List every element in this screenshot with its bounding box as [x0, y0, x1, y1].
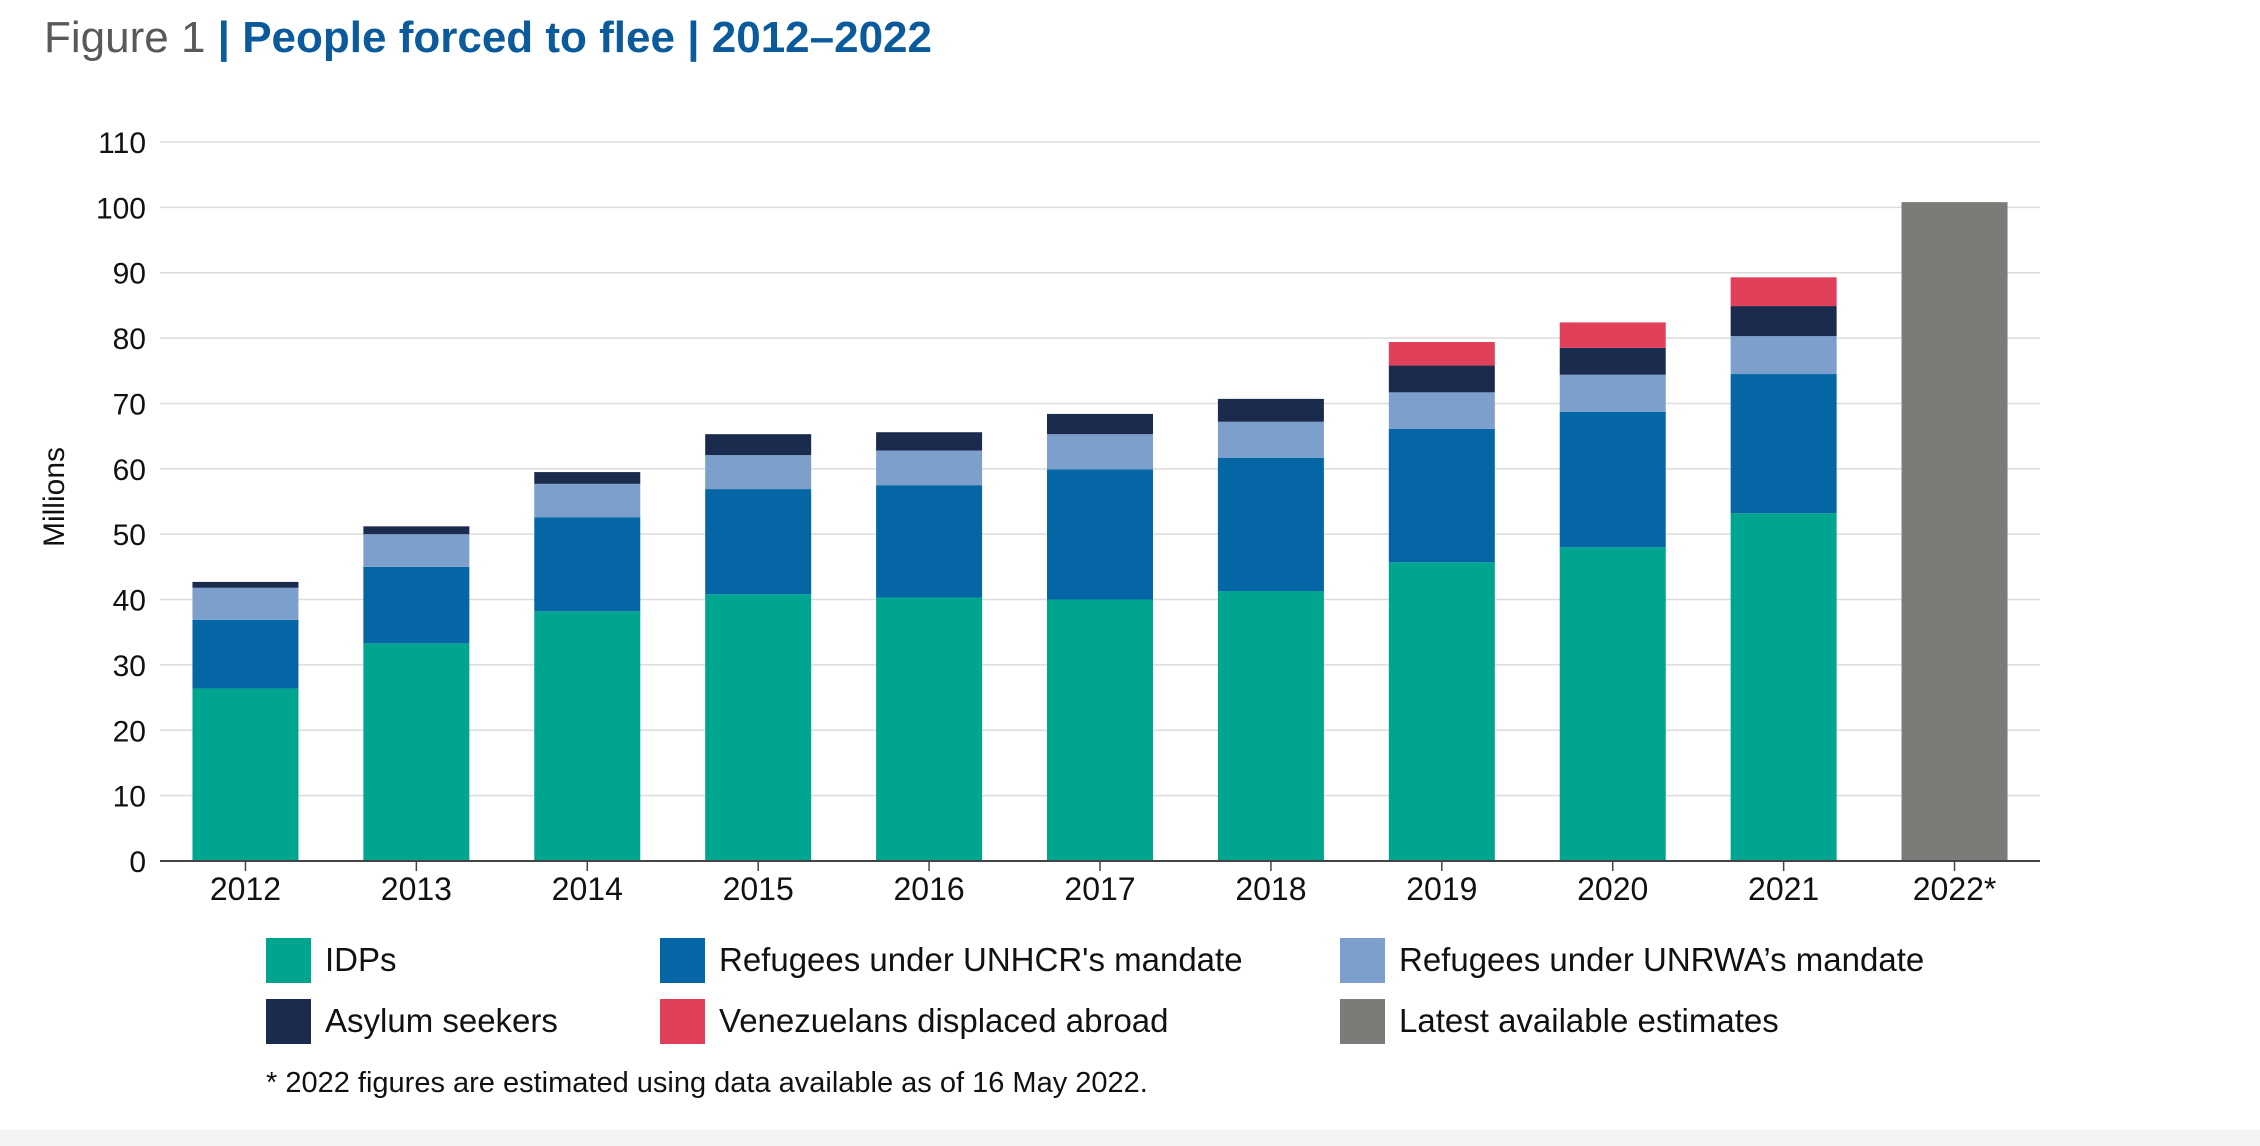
y-tick-label: 80 [113, 323, 146, 356]
x-tick-label: 2020 [1577, 871, 1648, 907]
bar-segment [1901, 202, 2008, 862]
title-separator-2: | [687, 13, 700, 62]
footnote: * 2022 figures are estimated using data … [266, 1067, 1148, 1099]
y-axis-label: Millions [38, 447, 71, 547]
x-tick-label: 2019 [1406, 871, 1477, 907]
bar-segment [705, 594, 812, 861]
y-tick-label: 70 [113, 388, 146, 421]
bar-segment [876, 432, 983, 451]
bar-segment [534, 517, 641, 612]
legend-swatch [660, 937, 705, 983]
bar-segment [1559, 322, 1666, 348]
bar-segment [1217, 421, 1324, 458]
bar-segment [1388, 428, 1495, 563]
bar-segment [1559, 547, 1666, 861]
bar-segment [1559, 374, 1666, 412]
x-tick-label: 2022* [1913, 871, 1997, 907]
title-main: People forced to flee [242, 13, 675, 62]
y-tick-label: 20 [113, 715, 146, 748]
legend-swatch [266, 998, 311, 1044]
bar-segment [1047, 469, 1153, 600]
bar-segment [876, 485, 983, 598]
y-tick-label: 60 [113, 454, 146, 487]
bar-segment [1388, 392, 1495, 429]
legend-swatch [1340, 998, 1385, 1044]
figure-number: Figure 1 [44, 13, 206, 62]
bar-segment [876, 597, 983, 861]
legend-item-refugees-unrwa: Refugees under UNRWA’s mandate [1340, 935, 1924, 985]
chart-title: Figure 1 | People forced to flee | 2012–… [44, 8, 932, 68]
bar-segment [192, 688, 299, 861]
y-axis-ticks: 0 10 20 30 40 50 60 70 80 90 100 110 [96, 127, 146, 879]
y-tick-label: 100 [96, 192, 146, 225]
bar-segment [363, 566, 470, 644]
bar-segment [1217, 591, 1324, 861]
bar-segment [534, 472, 641, 484]
legend-label: Venezuelans displaced abroad [719, 1002, 1169, 1039]
bar-segment [1388, 342, 1495, 366]
bar-segment [705, 455, 812, 490]
bar-segment [876, 450, 983, 486]
x-tick-label: 2014 [552, 871, 623, 907]
bar-segment [1217, 457, 1324, 592]
legend-label: Refugees under UNHCR's mandate [719, 941, 1243, 978]
title-separator: | [217, 13, 230, 62]
legend-swatch [266, 937, 311, 983]
bar-segment [1559, 411, 1666, 548]
legend-label: Refugees under UNRWA’s mandate [1399, 941, 1925, 978]
title-years: 2012–2022 [711, 13, 932, 62]
legend-swatch [660, 998, 705, 1044]
bar-segment [1047, 413, 1153, 435]
x-tick-label: 2021 [1748, 871, 1819, 907]
y-tick-label: 90 [113, 258, 146, 291]
bar-segment [1388, 562, 1495, 861]
y-tick-label: 40 [113, 585, 146, 618]
y-tick-label: 30 [113, 650, 146, 683]
legend-label: Asylum seekers [325, 1002, 558, 1039]
bar-segment [192, 619, 299, 689]
bar-segment [192, 581, 299, 588]
bar-segment [1730, 336, 1837, 375]
legend-label: IDPs [325, 941, 397, 978]
y-tick-label: 110 [98, 127, 146, 160]
bar-segment [1730, 277, 1837, 307]
bar-segment [1217, 398, 1324, 422]
x-tick-label: 2017 [1064, 871, 1135, 907]
legend-item-refugees-unhcr: Refugees under UNHCR's mandate [660, 935, 1243, 985]
bar-segment [1047, 434, 1153, 470]
legend-item-latest-estimates: Latest available estimates [1340, 996, 1779, 1046]
x-tick-label: 2015 [723, 871, 794, 907]
bar-segment [363, 526, 470, 535]
bar-segment [1388, 365, 1495, 393]
bar-segment [363, 534, 470, 567]
y-tick-label: 50 [113, 519, 146, 552]
legend-item-asylum-seekers: Asylum seekers [266, 996, 558, 1046]
bar-segment [705, 434, 812, 456]
x-tick-label: 2012 [210, 871, 281, 907]
x-axis-ticks: 2012 2013 2014 2015 2016 2017 2018 2019 2020 2021… [210, 861, 1997, 907]
x-tick-label: 2018 [1235, 871, 1306, 907]
legend-item-idps: IDPs [266, 935, 397, 985]
bar-segment [1730, 306, 1837, 337]
legend-label: Latest available estimates [1399, 1002, 1779, 1039]
x-tick-label: 2013 [381, 871, 452, 907]
bar-segment [192, 587, 299, 620]
bar-segment [1559, 347, 1666, 375]
bar-segment [1730, 513, 1837, 861]
bar-segment [363, 643, 470, 861]
y-tick-label: 10 [113, 781, 146, 814]
x-tick-label: 2016 [893, 871, 964, 907]
legend-swatch [1340, 937, 1385, 983]
page-bottom-strip [0, 1130, 2260, 1146]
bar-segment [534, 611, 641, 861]
bar-segment [1047, 599, 1153, 861]
y-tick-label: 0 [129, 846, 146, 879]
bars [192, 202, 2008, 862]
bar-segment [534, 483, 641, 518]
bar-segment [1730, 374, 1837, 514]
legend-item-venezuelans: Venezuelans displaced abroad [660, 996, 1169, 1046]
bar-segment [705, 489, 812, 595]
